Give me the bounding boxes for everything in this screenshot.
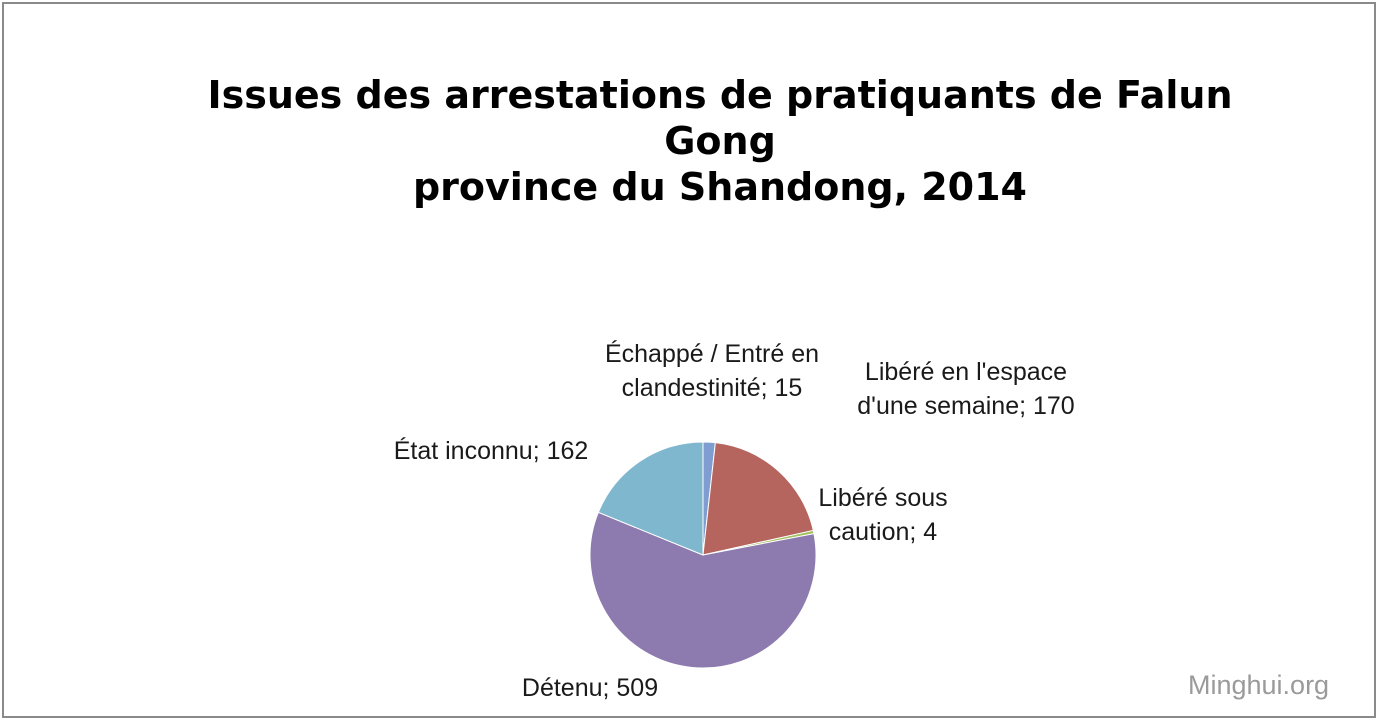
chart-title-line-1: Issues des arrestations de pratiquants d… <box>207 73 1233 117</box>
pie-label-3: Libéré sous caution; 4 <box>818 484 947 546</box>
pie-label-2: Libéré en l'espace d'une semaine; 170 <box>857 358 1074 420</box>
pie-slices <box>589 441 817 669</box>
chart-title: Issues des arrestations de pratiquants d… <box>150 72 1290 210</box>
pie-slice-4 <box>589 511 817 669</box>
pie-labels: Échappé / Entré en clandestinité; 15 Libér… <box>394 339 1075 702</box>
chart-title-line-3: province du Shandong, 2014 <box>412 165 1027 209</box>
pie-label-4: Détenu; 509 <box>522 674 658 702</box>
pie-label-1: Échappé / Entré en clandestinité; 15 <box>605 339 819 402</box>
pie-label-5: État inconnu; 162 <box>394 436 589 465</box>
chart-title-line-2: Gong <box>664 119 776 163</box>
pie-slice-5 <box>597 441 704 556</box>
pie-slice-2 <box>702 442 814 556</box>
watermark: Minghui.org <box>1188 670 1330 700</box>
